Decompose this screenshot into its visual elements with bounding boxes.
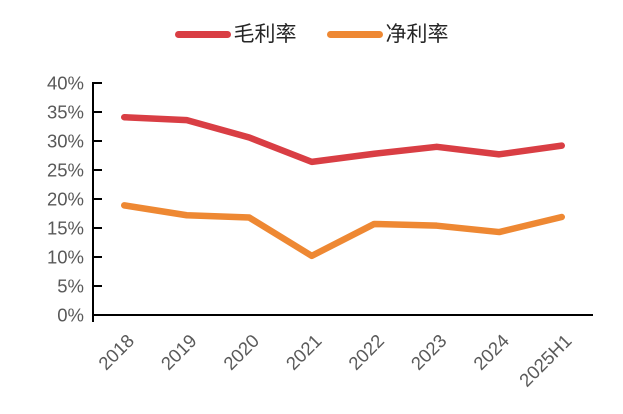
chart-legend: 毛利率 净利率 [0, 24, 623, 45]
x-axis-label: 2023 [407, 330, 451, 374]
y-axis-label: 5% [57, 276, 84, 297]
y-axis-label: 0% [57, 305, 84, 326]
y-axis-label: 15% [47, 218, 84, 239]
legend-item-gross-margin: 毛利率 [174, 22, 297, 46]
x-axis-label: 2021 [282, 330, 326, 374]
y-axis-label: 35% [47, 102, 84, 123]
y-axis-label: 40% [47, 73, 84, 94]
y-axis-label: 10% [47, 247, 84, 268]
net-margin-line [121, 202, 565, 260]
gross-margin-legend-swatch [174, 31, 231, 38]
legend-item-net-margin: 净利率 [326, 22, 449, 46]
y-axis-label: 30% [47, 131, 84, 152]
net-margin-legend-swatch [326, 31, 383, 38]
x-axis-label: 2019 [157, 330, 201, 374]
y-axis-label: 20% [47, 189, 84, 210]
x-axis-label: 2024 [469, 330, 513, 374]
net-margin-legend-label: 净利率 [385, 22, 449, 46]
gross-margin-line [121, 113, 565, 166]
y-axis-label: 25% [47, 160, 84, 181]
x-axis-label: 2025H1 [515, 330, 576, 391]
x-axis-label: 2020 [219, 330, 263, 374]
gross-margin-legend-label: 毛利率 [233, 22, 297, 46]
x-axis-label: 2022 [344, 330, 388, 374]
x-axis-label: 2018 [94, 330, 138, 374]
